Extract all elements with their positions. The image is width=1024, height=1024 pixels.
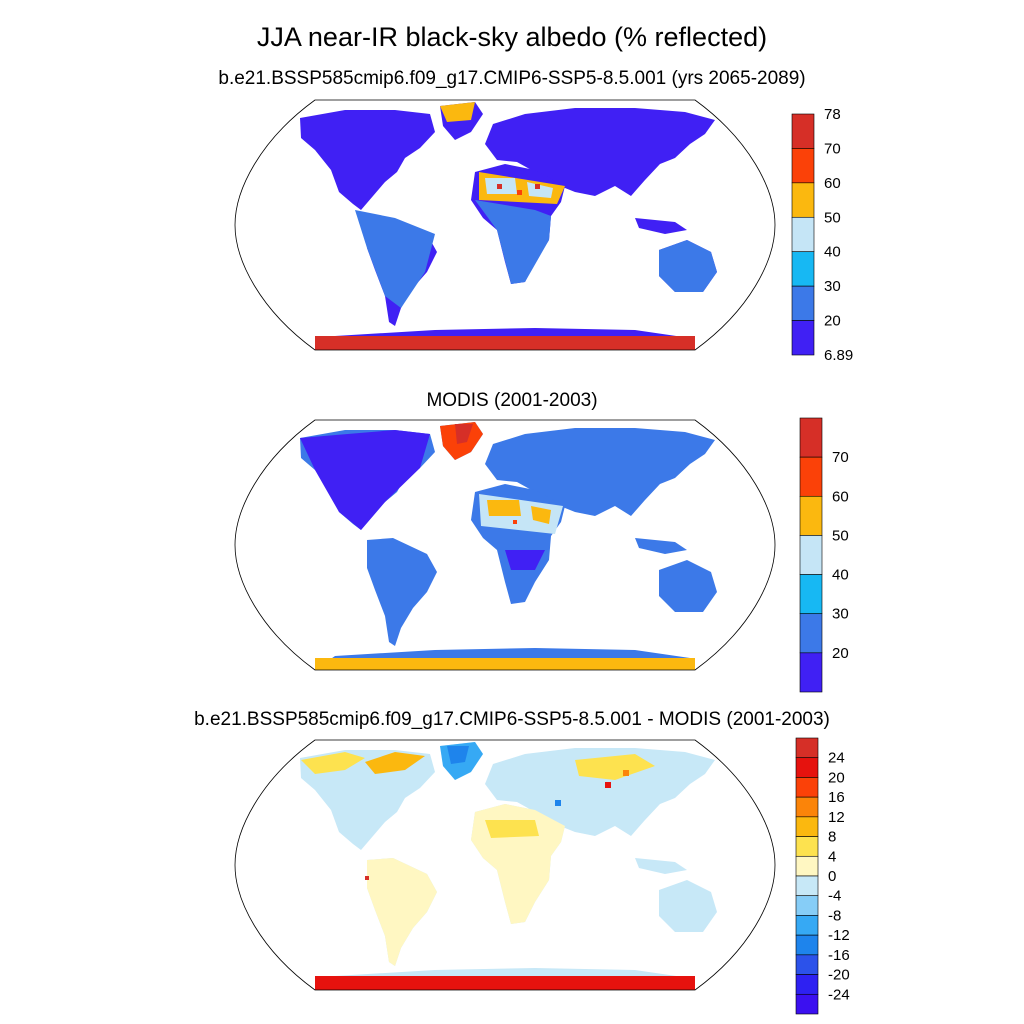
panel-1-title: b.e21.BSSP585cmip6.f09_g17.CMIP6-SSP5-8.…: [218, 68, 806, 89]
colorbar-tick-label: 50: [824, 209, 841, 226]
panel-2-map: [234, 419, 776, 671]
colorbar-tick-label: 6.89: [824, 347, 853, 364]
colorbar-swatch: [795, 934, 819, 956]
colorbar-tick-label: 8: [828, 829, 836, 846]
colorbar-tick-label: 0: [828, 868, 836, 885]
colorbar-swatch: [795, 757, 819, 778]
colorbar-swatch: [795, 777, 819, 798]
colorbar-tick-label: 40: [832, 567, 849, 584]
colorbar-tick-label: -20: [828, 967, 850, 984]
colorbar-tick-label: 70: [832, 449, 849, 466]
panel-3-map: [234, 739, 776, 991]
colorbar-swatch: [795, 993, 819, 1015]
colorbar-swatch: [795, 836, 819, 857]
colorbar-swatch: [795, 915, 819, 936]
colorbar-swatch: [799, 535, 823, 575]
colorbar-swatch: [799, 495, 823, 536]
colorbar-tick-label: 78: [824, 106, 841, 123]
colorbar-swatch: [799, 613, 823, 654]
colorbar-swatch: [799, 652, 823, 693]
colorbar-tick-label: -12: [828, 927, 850, 944]
colorbar-swatch: [795, 816, 819, 837]
colorbar-2: 70 60 50 40 30 20: [799, 417, 849, 693]
colorbar-tick-label: -8: [828, 907, 841, 924]
colorbar-swatch: [795, 796, 819, 818]
colorbar-tick-label: 4: [828, 848, 836, 865]
colorbar-tick-label: 20: [832, 645, 849, 662]
colorbar-swatch: [799, 417, 823, 458]
panel-3-title: b.e21.BSSP585cmip6.f09_g17.CMIP6-SSP5-8.…: [194, 709, 830, 730]
figure-title: JJA near-IR black-sky albedo (% reflecte…: [256, 22, 768, 52]
colorbar-swatch: [799, 574, 823, 615]
colorbar-tick-label: -4: [828, 888, 841, 905]
colorbar-swatch: [791, 113, 815, 149]
colorbar-swatch: [791, 182, 815, 218]
colorbar-tick-label: 12: [828, 809, 845, 826]
colorbar-swatch: [795, 875, 819, 897]
colorbar-3: 24 20 16 12 8 4 0 -4 -8 -12 -16 -20 -24: [795, 737, 850, 1015]
colorbar-swatch: [791, 148, 815, 184]
colorbar-tick-label: 24: [828, 750, 845, 767]
colorbar-tick-label: 30: [832, 606, 849, 623]
colorbar-tick-label: 60: [832, 488, 849, 505]
colorbar-tick-label: 20: [828, 769, 845, 786]
colorbar-swatch: [791, 216, 815, 253]
colorbar-tick-label: 30: [824, 278, 841, 295]
colorbar-swatch: [795, 954, 819, 975]
colorbar-tick-label: 20: [824, 313, 841, 330]
colorbar-tick-label: 40: [824, 244, 841, 261]
panel-2-title: MODIS (2001-2003): [426, 390, 598, 411]
colorbar-tick-label: 50: [832, 527, 849, 544]
panel-1-map: [234, 99, 776, 351]
colorbar-swatch: [791, 320, 815, 356]
colorbar-tick-label: 16: [828, 789, 845, 806]
colorbar-tick-label: -24: [828, 986, 850, 1003]
colorbar-tick-label: -16: [828, 947, 850, 964]
colorbar-tick-label: 70: [824, 140, 841, 157]
colorbar-tick-label: 60: [824, 175, 841, 192]
colorbar-1: 78 70 60 50 40 30 20 6.89: [791, 106, 853, 364]
colorbar-swatch: [795, 737, 819, 759]
colorbar-swatch: [795, 895, 819, 916]
colorbar-swatch: [795, 974, 819, 995]
colorbar-swatch: [791, 285, 815, 321]
colorbar-swatch: [791, 251, 815, 287]
colorbar-swatch: [795, 855, 819, 877]
colorbar-swatch: [799, 456, 823, 497]
